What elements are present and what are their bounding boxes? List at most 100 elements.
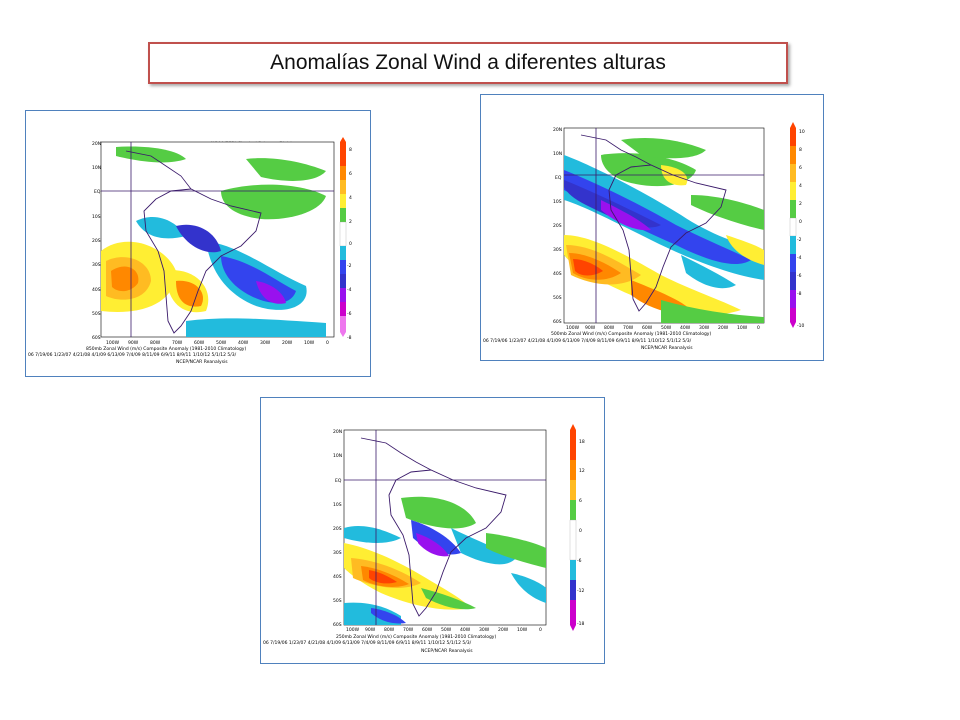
lat-label: 50S <box>92 311 101 317</box>
lat-label: 50S <box>553 295 562 301</box>
coastline-central-america <box>125 150 192 190</box>
caption-850mb: 850mb Zonal Wind (m/s) Composite Anomaly… <box>86 346 246 352</box>
lat-label: 10N <box>92 165 101 171</box>
lat-label: 30S <box>92 262 101 268</box>
lon-label: 20W <box>498 627 509 633</box>
lon-label: 20W <box>718 325 729 331</box>
lon-labels: 100W 90W 80W 70W 60W 50W 40W 30W 20W 10W… <box>346 627 542 633</box>
lon-label: 80W <box>384 627 395 633</box>
lon-label: 90W <box>585 325 596 331</box>
colorbar-label: -4 <box>347 287 352 293</box>
lat-label: 60S <box>333 622 342 628</box>
anomaly-shading <box>101 146 326 337</box>
colorbar-label: 4 <box>349 195 352 201</box>
lat-label: 10S <box>92 214 101 220</box>
lat-label: 10N <box>553 151 562 157</box>
lat-label: 50S <box>333 598 342 604</box>
lat-label: 10N <box>333 453 342 459</box>
colorbar-labels: 10 8 6 4 2 0 -2 -4 -6 -8 -10 <box>797 129 805 329</box>
lon-label: 10W <box>517 627 528 633</box>
dates-850mb: 06 7/19/06 1/23/07 4/21/08 4/1/09 6/13/0… <box>28 352 237 358</box>
lat-label: 30S <box>553 247 562 253</box>
lat-label: 20S <box>92 238 101 244</box>
lat-label: EQ <box>555 175 562 181</box>
colorbar-label: -10 <box>797 323 804 329</box>
lon-label: 50W <box>216 340 227 346</box>
lat-labels: 20N 10N EQ 10S 20S 30S 40S 50S 60S <box>553 127 562 325</box>
colorbar-label: 8 <box>349 147 352 153</box>
colorbar-label: 0 <box>349 241 352 247</box>
colorbar-label: 8 <box>799 147 802 153</box>
lon-label: 50W <box>441 627 452 633</box>
lat-label: 60S <box>92 335 101 341</box>
colorbar-labels: 18 12 6 0 -6 -12 -18 <box>577 439 585 627</box>
colorbar-label: 0 <box>579 528 582 534</box>
lat-label: 10S <box>553 199 562 205</box>
map-500mb: NOAA/ESRL Physical Sciences Division 20N <box>483 122 805 351</box>
lon-label: 10W <box>737 325 748 331</box>
figure-850mb: NOAA/ESRL Physical Sciences Division 20N <box>25 110 371 377</box>
lon-label: 90W <box>128 340 139 346</box>
colorbar-label: 6 <box>579 498 582 504</box>
map-850mb: NOAA/ESRL Physical Sciences Division 20N <box>28 137 352 365</box>
lat-label: 20S <box>553 223 562 229</box>
caption-500mb: 500mb Zonal Wind (m/s) Composite Anomaly… <box>551 331 711 337</box>
coastline-central-america <box>360 437 432 471</box>
lon-label: 0 <box>757 325 760 331</box>
lon-label: 80W <box>604 325 615 331</box>
lon-label: 60W <box>194 340 205 346</box>
colorbar-850mb <box>339 137 347 337</box>
lat-label: 40S <box>333 574 342 580</box>
lat-label: EQ <box>335 478 342 484</box>
lat-label: 30S <box>333 550 342 556</box>
colorbar-label: 18 <box>579 439 585 445</box>
lon-label: 0 <box>326 340 329 346</box>
colorbar-label: 12 <box>579 468 585 474</box>
figure-250mb: NOAA/ESRL Physical Sciences Division 20N… <box>260 397 605 664</box>
figure-500mb: NOAA/ESRL Physical Sciences Division 20N <box>480 94 824 361</box>
lon-label: 90W <box>365 627 376 633</box>
lon-label: 40W <box>238 340 249 346</box>
lat-label: EQ <box>94 189 101 195</box>
lon-label: 70W <box>623 325 634 331</box>
lat-label: 20N <box>92 141 101 147</box>
lon-label: 50W <box>661 325 672 331</box>
lon-label: 70W <box>172 340 183 346</box>
colorbar-label: -18 <box>577 621 584 627</box>
coastline-south-america <box>608 164 727 312</box>
lon-label: 80W <box>150 340 161 346</box>
colorbar-label: -6 <box>347 311 352 317</box>
colorbar-label: 2 <box>799 201 802 207</box>
lon-label: 30W <box>699 325 710 331</box>
lon-label: 30W <box>479 627 490 633</box>
lat-label: 20N <box>333 429 342 435</box>
coastline-south-america <box>143 188 262 334</box>
lon-label: 40W <box>460 627 471 633</box>
slide-title-box: Anomalías Zonal Wind a diferentes altura… <box>148 42 788 84</box>
colorbar-label: 4 <box>799 183 802 189</box>
lon-label: 70W <box>403 627 414 633</box>
lon-label: 100W <box>346 627 360 633</box>
colorbar-label: 10 <box>799 129 805 135</box>
lon-label: 100W <box>106 340 120 346</box>
lat-label: 10S <box>333 502 342 508</box>
colorbar-label: -8 <box>347 335 352 341</box>
map-250mb: NOAA/ESRL Physical Sciences Division 20N… <box>263 424 585 654</box>
colorbar-label: 6 <box>349 171 352 177</box>
dates-500mb: 06 7/19/06 1/23/07 4/21/08 4/1/09 6/13/0… <box>483 338 692 344</box>
lat-label: 60S <box>553 319 562 325</box>
lon-labels: 100W 90W 80W 70W 60W 50W 40W 30W 20W 10W… <box>566 325 760 331</box>
colorbar-label: -12 <box>577 588 584 594</box>
dates-250mb: 06 7/19/06 1/23/07 4/21/08 4/1/09 6/13/0… <box>263 640 472 646</box>
lon-label: 40W <box>680 325 691 331</box>
colorbar-500mb <box>789 122 797 328</box>
lat-labels: 20N 10N EQ 10S 20S 30S 40S 50S 60S <box>92 141 101 341</box>
colorbar-label: -6 <box>797 273 802 279</box>
coastline-south-america <box>388 469 507 617</box>
colorbar-label: -2 <box>347 263 352 269</box>
colorbar-250mb <box>569 424 577 631</box>
lon-label: 20W <box>282 340 293 346</box>
lat-labels: 20N 10N EQ 10S 20S 30S 40S 50S 60S <box>333 429 342 628</box>
lon-label: 60W <box>642 325 653 331</box>
coastline-central-america <box>580 134 652 166</box>
